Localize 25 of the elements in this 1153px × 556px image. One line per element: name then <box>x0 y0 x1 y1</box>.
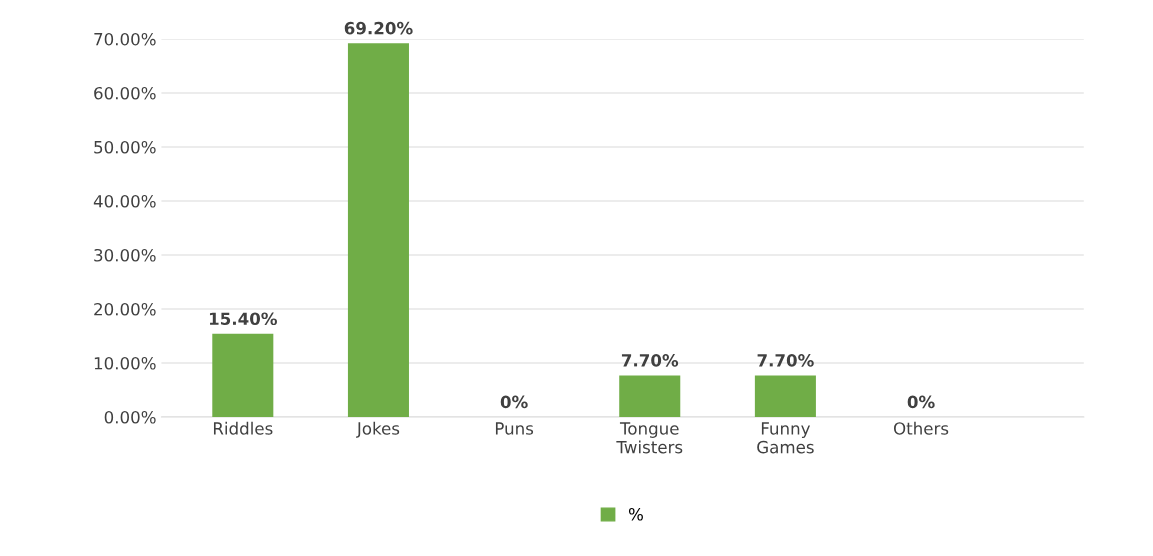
x-tick-label: Tongue Twisters <box>616 422 683 454</box>
data-label: 7.70% <box>757 354 814 367</box>
y-tick-label: 20.00% <box>94 302 156 316</box>
x-tick-label: Puns <box>495 422 534 435</box>
x-tick-label: Jokes <box>356 421 400 438</box>
data-label: 0% <box>500 395 528 409</box>
y-tick-label: 50.00% <box>94 140 156 154</box>
bar <box>754 375 816 417</box>
y-tick-label: 60.00% <box>94 86 156 100</box>
x-tick-label: Others <box>893 421 949 435</box>
data-label: 69.20% <box>344 21 413 35</box>
y-tick-label: 0.00% <box>104 410 156 424</box>
bar <box>212 333 274 417</box>
y-tick-label: 10.00% <box>94 356 156 370</box>
data-label: 7.70% <box>621 354 679 367</box>
bar <box>619 375 681 417</box>
x-tick-label: Riddles <box>213 421 273 435</box>
y-tick-label: 70.00% <box>94 32 156 46</box>
data-label: 0% <box>907 395 935 409</box>
legend-label: % <box>628 507 643 521</box>
x-tick-label: Funny Games <box>757 422 814 454</box>
data-label: 15.40% <box>209 312 277 326</box>
y-tick-label: 30.00% <box>94 248 156 262</box>
bar <box>347 43 409 417</box>
y-tick-label: 40.00% <box>93 194 156 208</box>
